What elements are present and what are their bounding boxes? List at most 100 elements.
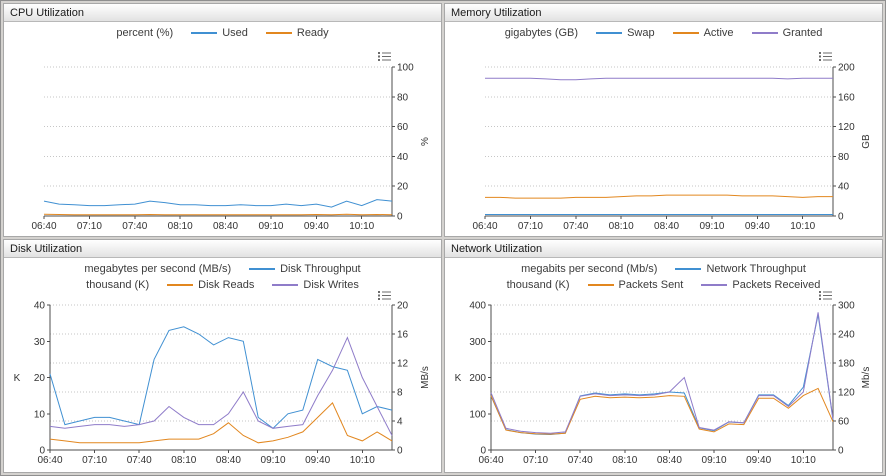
panel-title: CPU Utilization — [10, 6, 84, 19]
right-axis-tick-label: 240 — [838, 330, 855, 341]
chart-area: 0 20 40 60 80 100% 06:40 07:10 07:40 08:10 08:40 09… — [4, 41, 441, 236]
left-axis-tick-label: 0 — [480, 446, 486, 457]
legend-swatch — [191, 32, 218, 34]
panel-disk-utilization: Disk Utilization megabytes per second (M… — [3, 239, 442, 473]
x-axis-tick-label: 07:40 — [563, 221, 588, 232]
legend-label: Swap — [627, 27, 655, 39]
panel-header[interactable]: CPU Utilization — [4, 4, 441, 22]
panel-header[interactable]: Network Utilization — [445, 240, 882, 258]
left-axis-unit-label: K — [14, 373, 21, 384]
legend-item-packets-sent[interactable]: Packets Sent — [587, 279, 684, 291]
x-axis-tick-label: 10:10 — [790, 221, 815, 232]
series-disk-writes — [49, 336, 393, 436]
chart-options-icon[interactable] — [378, 290, 391, 301]
legend-unit-label: thousand (K) — [506, 279, 570, 291]
chart-options-icon[interactable] — [819, 51, 832, 62]
chart-legend: percent (%) Used Ready — [4, 25, 441, 41]
right-axis-unit-label: GB — [861, 134, 872, 149]
legend-item-disk-throughput[interactable]: Disk Throughput — [249, 263, 361, 275]
series-disk-reads — [49, 402, 393, 444]
right-axis-tick-label: 60 — [838, 417, 850, 428]
legend-unit-label: percent (%) — [116, 27, 174, 39]
series-packets-received — [490, 312, 834, 434]
chart-plot: 0 60 120 180 240 300 Mb/s 0 100 200 300 400 K 06:40 07… — [455, 301, 872, 467]
right-axis-tick-label: 120 — [838, 388, 855, 399]
x-axis-tick-label: 08:10 — [612, 455, 637, 466]
panel-memory-utilization: Memory Utilization gigabytes (GB) Swap Act… — [444, 3, 883, 237]
x-axis-tick-label: 10:10 — [349, 221, 374, 232]
x-axis-tick-label: 09:40 — [746, 455, 771, 466]
x-axis-tick-label: 09:40 — [305, 455, 330, 466]
chart-area: 0 60 120 180 240 300 Mb/s 0 100 200 300 400 K 06:40 07… — [445, 290, 882, 472]
right-axis-tick-label: 16 — [397, 330, 409, 341]
right-axis-tick-label: 8 — [397, 388, 403, 399]
x-axis-tick-label: 07:40 — [568, 455, 593, 466]
panel-header[interactable]: Disk Utilization — [4, 240, 441, 258]
legend-swatch — [587, 284, 614, 286]
right-axis-tick-label: 180 — [838, 359, 855, 370]
legend-item-disk-reads[interactable]: Disk Reads — [167, 279, 254, 291]
panel-header[interactable]: Memory Utilization — [445, 4, 882, 22]
legend-item-swap[interactable]: Swap — [596, 27, 655, 39]
legend-swatch — [672, 32, 699, 34]
legend-swatch — [751, 32, 778, 34]
x-axis-tick-label: 07:10 — [518, 221, 543, 232]
x-axis-tick-label: 08:40 — [654, 221, 679, 232]
legend-item-used[interactable]: Used — [191, 27, 248, 39]
legend-label: Disk Reads — [198, 279, 255, 291]
legend-label: Granted — [782, 27, 823, 39]
panel-body: megabytes per second (MB/s) Disk Throughp… — [4, 258, 441, 472]
chart-legend: gigabytes (GB) Swap Active Granted — [445, 25, 882, 41]
x-axis-tick-label: 08:40 — [213, 221, 238, 232]
right-axis-tick-label: 4 — [397, 417, 403, 428]
legend-item-disk-writes[interactable]: Disk Writes — [272, 279, 359, 291]
legend-item-network-throughput[interactable]: Network Throughput — [675, 263, 806, 275]
legend-label: Packets Sent — [618, 279, 684, 291]
legend-item-active[interactable]: Active — [672, 27, 734, 39]
panel-body: megabits per second (Mb/s) Network Throug… — [445, 258, 882, 472]
gridlines — [491, 304, 833, 422]
series-packets-sent — [490, 387, 834, 435]
series-disk-throughput — [49, 326, 393, 429]
legend-item-granted[interactable]: Granted — [751, 27, 823, 39]
x-axis-tick-label: 08:40 — [657, 455, 682, 466]
right-axis-tick-label: 40 — [397, 152, 409, 163]
legend-label: Used — [222, 27, 248, 39]
legend-label: Active — [703, 27, 734, 39]
x-axis-tick-label: 07:10 — [82, 455, 107, 466]
legend-label: Ready — [296, 27, 329, 39]
right-axis-tick-label: 0 — [397, 446, 403, 457]
legend-unit-label: megabits per second (Mb/s) — [521, 263, 658, 275]
chart-options-icon[interactable] — [819, 290, 832, 301]
x-axis-tick-label: 09:40 — [304, 221, 329, 232]
legend-row: thousand (K) Packets Sent Packets Received — [445, 277, 882, 293]
legend-row: megabytes per second (MB/s) Disk Throughp… — [4, 261, 441, 277]
legend-label: Disk Throughput — [280, 263, 361, 275]
legend-item-ready[interactable]: Ready — [265, 27, 329, 39]
series-network-throughput — [490, 314, 834, 436]
chart-options-icon[interactable] — [378, 51, 391, 62]
series-active — [485, 194, 833, 199]
legend-row: megabits per second (Mb/s) Network Throug… — [445, 261, 882, 277]
panel-title: Memory Utilization — [451, 6, 542, 19]
left-axis-tick-label: 30 — [34, 337, 46, 348]
x-axis-tick-label: 08:10 — [171, 455, 196, 466]
x-axis-tick-label: 07:10 — [77, 221, 102, 232]
x-axis-tick-label: 06:40 — [31, 221, 56, 232]
series-ready — [43, 213, 393, 216]
right-axis-tick-label: 300 — [838, 301, 855, 312]
legend-item-packets-received[interactable]: Packets Received — [701, 279, 820, 291]
chart-plot: 0 40 80 120 160 200 GB 06:40 07:10 07:40 08:10 08:4… — [472, 63, 872, 233]
series-granted — [485, 77, 833, 81]
left-axis-tick-label: 10 — [34, 409, 46, 420]
panel-body: percent (%) Used Ready 0 20 40 60 80 100% 06:40 0… — [4, 22, 441, 236]
left-axis-tick-label: 300 — [469, 337, 486, 348]
x-axis-tick-label: 09:10 — [702, 455, 727, 466]
left-axis-unit-label: K — [455, 373, 462, 384]
legend-swatch — [596, 32, 623, 34]
legend-label: Disk Writes — [303, 279, 359, 291]
right-axis-tick-label: 80 — [397, 92, 409, 103]
panel-title: Network Utilization — [451, 242, 543, 255]
x-axis-tick-label: 06:40 — [37, 455, 62, 466]
